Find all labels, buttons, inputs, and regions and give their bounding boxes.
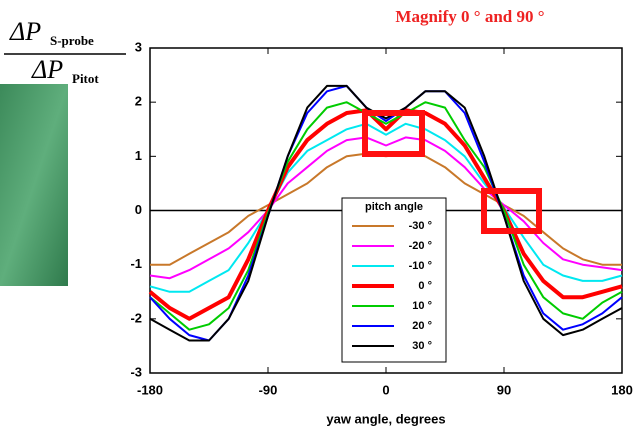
x-tick-label: -90 — [259, 382, 278, 397]
x-axis-label: yaw angle, degrees — [326, 411, 445, 426]
legend-label: -20 ° — [409, 240, 432, 252]
decor-panel — [0, 84, 68, 286]
legend-label: -30 ° — [409, 220, 432, 232]
series-line — [149, 122, 623, 293]
y-label-denominator-sub: Pitot — [72, 71, 99, 86]
legend-label: 10 ° — [412, 300, 432, 312]
y-tick-label: -1 — [130, 256, 142, 271]
x-tick-label: 0 — [382, 382, 389, 397]
annotation-box — [481, 188, 542, 234]
legend-label: 30 ° — [412, 340, 432, 352]
legend-title: pitch angle — [365, 201, 423, 213]
series-line — [149, 101, 623, 331]
y-label-numerator-sub: S-probe — [50, 33, 94, 48]
y-label: ΔP S-probe ΔP Pitot — [4, 17, 126, 86]
y-label-numerator: ΔP — [9, 17, 41, 46]
series-line — [149, 136, 623, 280]
x-tick-label: 180 — [611, 382, 633, 397]
annotation-box — [362, 110, 425, 157]
y-tick-label: 0 — [135, 202, 142, 217]
y-tick-label: 1 — [135, 148, 142, 163]
y-tick-label: -3 — [130, 364, 142, 379]
legend-label: 0 ° — [418, 280, 432, 292]
y-tick-label: 3 — [135, 39, 142, 54]
y-tick-label: -2 — [130, 310, 142, 325]
legend-label: -10 ° — [409, 260, 432, 272]
series-line — [148, 108, 623, 321]
x-tick-label: -180 — [137, 382, 163, 397]
y-label-denominator: ΔP — [31, 55, 63, 84]
chart-title: Magnify 0 ° and 90 ° — [395, 7, 544, 26]
y-tick-label: 2 — [135, 94, 142, 109]
x-tick-label: 90 — [497, 382, 511, 397]
series-line — [149, 84, 623, 342]
legend-label: 20 ° — [412, 320, 432, 332]
